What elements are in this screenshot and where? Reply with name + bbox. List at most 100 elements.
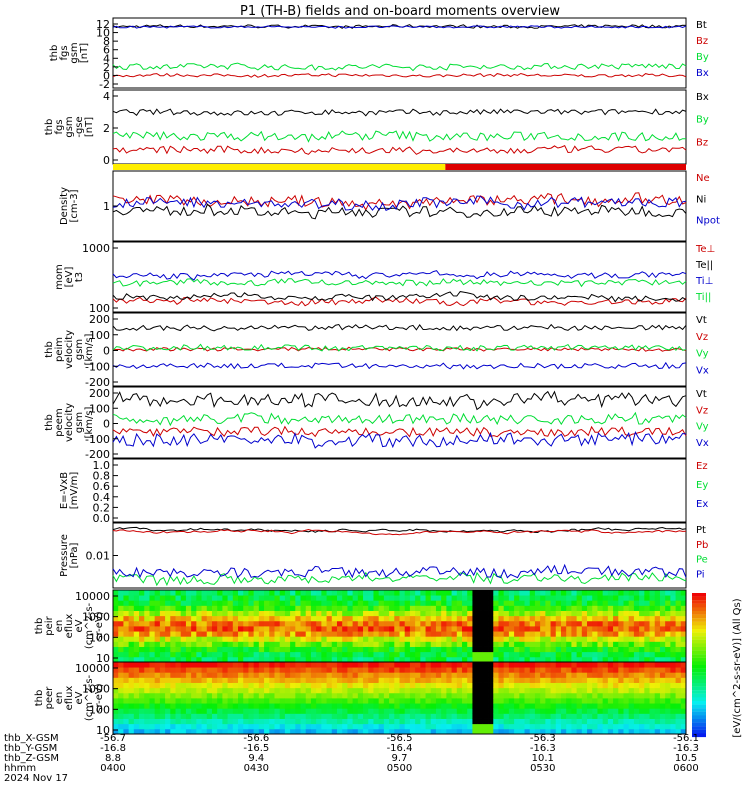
- spectrogram-cell: [628, 703, 635, 709]
- spectrogram-cell: [555, 687, 562, 694]
- spectrogram-cell: [633, 698, 640, 704]
- spectrogram-cell: [441, 641, 447, 647]
- spectrogram-cell: [587, 687, 593, 694]
- spectrogram-cell: [383, 646, 390, 653]
- spectrogram-cell: [529, 631, 536, 637]
- spectrogram-cell: [191, 656, 197, 663]
- legend-Bx: Bx: [696, 68, 709, 79]
- spectrogram-cell: [133, 703, 140, 709]
- spectrogram-cell: [352, 728, 359, 735]
- spectrogram-cell: [618, 590, 624, 596]
- spectrogram-cell: [581, 656, 588, 663]
- spectrogram-cell: [607, 631, 614, 637]
- spectrogram-cell: [555, 723, 562, 730]
- spectrogram-cell: [357, 728, 364, 735]
- spectrogram-cell: [680, 656, 687, 663]
- spectrogram-cell: [628, 672, 635, 678]
- spectrogram-cell: [118, 656, 124, 663]
- spectrogram-cell: [180, 620, 187, 627]
- spectrogram-cell: [201, 626, 208, 632]
- spectrogram-cell: [597, 698, 604, 704]
- spectrogram-cell: [331, 698, 338, 704]
- spectrogram-cell: [592, 615, 598, 622]
- spectrogram-cell: [420, 662, 426, 668]
- spectrogram-cell: [435, 698, 442, 704]
- spectrogram-cell: [175, 651, 182, 658]
- spectrogram-cell: [456, 667, 463, 673]
- spectrogram-cell: [133, 600, 140, 606]
- spectrogram-cell: [435, 728, 442, 735]
- spectrogram-cell: [331, 651, 338, 658]
- spectrogram-cell: [571, 677, 578, 683]
- spectrogram-cell: [331, 631, 338, 637]
- spectrogram-cell: [357, 662, 364, 668]
- spectrogram-cell: [534, 651, 541, 658]
- spectrogram-cell: [441, 728, 447, 735]
- spectrogram-cell: [555, 703, 562, 709]
- spectrogram-cell: [227, 713, 234, 719]
- spectrogram-cell: [316, 687, 322, 694]
- spectrogram-cell: [165, 610, 171, 617]
- spectrogram-cell: [514, 713, 520, 719]
- spectrogram-cell: [633, 651, 640, 658]
- spectrogram-cell: [628, 713, 635, 719]
- spectrogram-cell: [154, 667, 161, 673]
- spectrogram-cell: [425, 656, 432, 663]
- spectrogram-cell: [482, 728, 489, 735]
- spectrogram-cell: [331, 641, 338, 647]
- series-line-Pb: [112, 528, 687, 536]
- spectrogram-cell: [498, 692, 505, 699]
- spectrogram-cell: [253, 610, 260, 617]
- spectrogram-cell: [227, 626, 234, 632]
- spectrogram-cell: [290, 646, 296, 653]
- spectrogram-cell: [420, 651, 426, 658]
- spectrogram-cell: [347, 723, 354, 730]
- spectrogram-cell: [185, 620, 192, 627]
- spectrogram-cell: [409, 600, 416, 606]
- panel-frame: [112, 458, 687, 523]
- spectrogram-cell: [284, 626, 291, 632]
- spectrogram-cell: [118, 600, 124, 606]
- spectrogram-cell: [201, 595, 208, 601]
- spectrogram-cell: [571, 646, 578, 653]
- spectrogram-cell: [248, 672, 255, 678]
- spectrogram-cell: [378, 646, 385, 653]
- spectrogram-cell: [545, 605, 551, 611]
- spectrogram-cell: [300, 626, 307, 632]
- spectrogram-cell: [238, 698, 244, 704]
- spectrogram-cell: [347, 620, 354, 627]
- spectrogram-cell: [331, 677, 338, 683]
- spectrogram-cell: [378, 662, 385, 668]
- spectrogram-cell: [670, 626, 676, 632]
- spectrogram-cell: [451, 728, 458, 735]
- spectrogram-cell: [597, 636, 604, 642]
- spectrogram-cell: [342, 641, 348, 647]
- spectrogram-cell: [639, 708, 645, 714]
- spectrogram-cell: [404, 667, 411, 673]
- footer-value: 10.1: [532, 753, 554, 764]
- spectrogram-cell: [639, 620, 645, 627]
- spectrogram-cell: [196, 662, 202, 668]
- spectrogram-cell: [389, 615, 395, 622]
- spectrogram-cell: [232, 651, 239, 658]
- legend-Ti⊥: Ti⊥: [695, 276, 713, 287]
- series-line-Bx: [112, 108, 687, 117]
- spectrogram-cell: [550, 703, 557, 709]
- spectrogram-cell: [383, 641, 390, 647]
- spectrogram-cell: [227, 646, 234, 653]
- spectrogram-cell: [284, 672, 291, 678]
- spectrogram-cell: [462, 600, 468, 606]
- spectrogram-cell: [493, 615, 499, 622]
- spectrogram-cell: [514, 615, 520, 622]
- spectrogram-cell: [284, 636, 291, 642]
- spectrogram-cell: [488, 595, 494, 601]
- spectrogram-cell: [357, 682, 364, 689]
- spectrogram-cell: [524, 610, 531, 617]
- spectrogram-cell: [581, 595, 588, 601]
- spectrogram-cell: [300, 713, 307, 719]
- spectrogram-cell: [581, 620, 588, 627]
- spectrogram-cell: [211, 723, 218, 730]
- spectrogram-cell: [201, 682, 208, 689]
- spectrogram-cell: [180, 651, 187, 658]
- spectrogram-cell: [529, 698, 536, 704]
